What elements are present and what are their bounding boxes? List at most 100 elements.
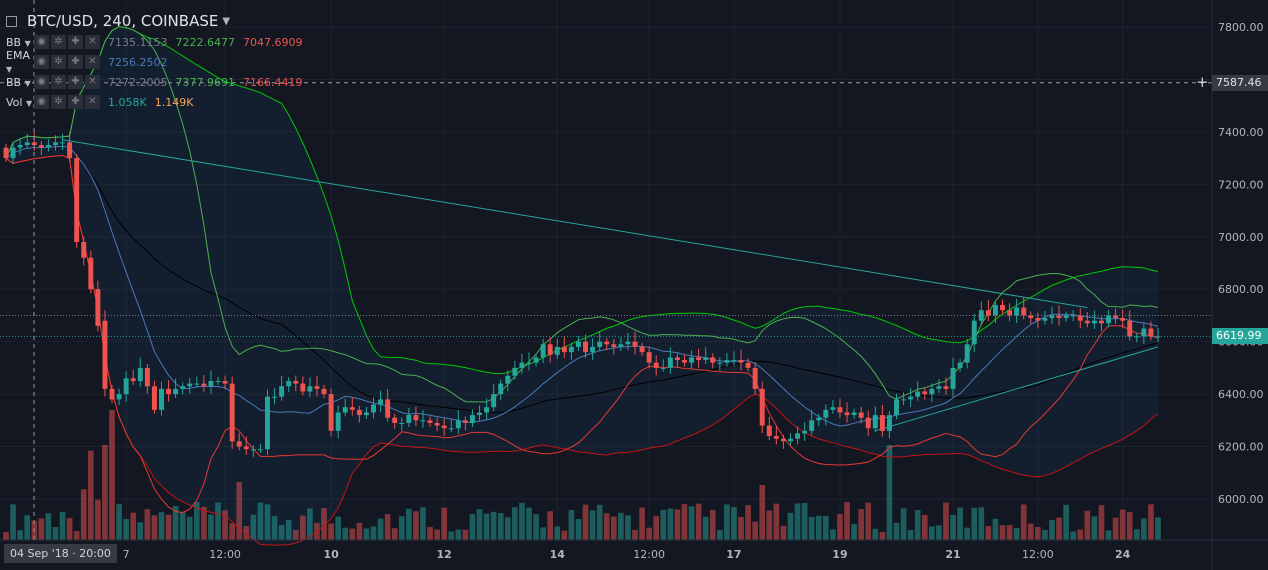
- volume-bar: [646, 527, 652, 540]
- indicator-row[interactable]: BB ▼ ◉ ✲ ✚ ✕ 7135.1153 7222.6477 7047.6909: [6, 32, 311, 52]
- candle-body: [321, 388, 327, 395]
- candle-body: [512, 367, 518, 376]
- indicator-name[interactable]: EMA ▼: [6, 49, 30, 74]
- collapse-icon[interactable]: [6, 15, 17, 27]
- indicator-row[interactable]: EMA ▼ ◉ ✲ ✚ ✕ 7256.2502: [6, 49, 311, 74]
- time-tick-label: 19: [832, 548, 847, 561]
- candle-body: [625, 341, 631, 345]
- volume-bar: [38, 518, 45, 540]
- add-icon[interactable]: ✚: [68, 55, 83, 69]
- candle-body: [936, 386, 942, 389]
- volume-bar: [957, 507, 963, 540]
- gear-icon[interactable]: ✲: [51, 95, 66, 109]
- candle-body: [45, 145, 51, 148]
- volume-bar: [497, 513, 504, 540]
- candle-body: [144, 367, 150, 387]
- add-icon[interactable]: ✚: [68, 95, 83, 109]
- candle-body: [788, 438, 793, 442]
- bollinger-lower-line: [5, 154, 1159, 546]
- volume-bar: [52, 527, 59, 540]
- add-icon[interactable]: ✚: [68, 35, 83, 49]
- volume-bar: [271, 516, 278, 540]
- close-icon[interactable]: ✕: [85, 35, 100, 49]
- candle-body: [137, 367, 143, 381]
- chevron-down-icon[interactable]: ▼: [222, 15, 231, 27]
- candle-body: [74, 158, 80, 243]
- symbol-row[interactable]: BTC/USD, 240, COINBASE ▼: [6, 10, 311, 32]
- candle-body: [611, 344, 617, 347]
- indicator-value: 7135.1153: [108, 35, 168, 49]
- volume-bar: [801, 502, 808, 540]
- volume-bar: [512, 507, 518, 540]
- chevron-down-icon[interactable]: ▼: [24, 78, 31, 88]
- chevron-down-icon[interactable]: ▼: [25, 98, 33, 108]
- eye-icon[interactable]: ◉: [34, 95, 49, 109]
- volume-bar: [752, 521, 758, 540]
- candle-body: [335, 412, 341, 431]
- candle-body: [561, 346, 567, 353]
- candle-body: [413, 415, 419, 421]
- indicator-row[interactable]: BB ▼ ◉ ✲ ✚ ✕ 7272.2005 7377.9691 7166.4419: [6, 72, 311, 92]
- volume-bar: [886, 445, 893, 540]
- volume-bar: [469, 514, 476, 540]
- chevron-down-icon[interactable]: ▼: [6, 65, 13, 74]
- volume-bar: [674, 509, 681, 540]
- candle-body: [943, 386, 949, 389]
- close-icon[interactable]: ✕: [85, 95, 100, 109]
- close-icon[interactable]: ✕: [85, 55, 100, 69]
- symbol-title[interactable]: BTC/USD, 240, COINBASE: [27, 12, 219, 30]
- crosshair-price-label: 7587.46: [1212, 75, 1268, 91]
- volume-bar: [830, 529, 836, 540]
- eye-icon[interactable]: ◉: [34, 75, 49, 89]
- gear-icon[interactable]: ✲: [51, 75, 66, 89]
- volume-bar: [858, 509, 864, 540]
- volume-bar: [158, 512, 165, 540]
- candle-body: [632, 341, 638, 347]
- candle-body: [802, 430, 808, 434]
- gear-icon[interactable]: ✲: [51, 55, 66, 69]
- chevron-down-icon[interactable]: ▼: [24, 38, 31, 48]
- volume-bar: [660, 509, 667, 540]
- volume-bar: [823, 516, 829, 540]
- volume-bar: [398, 516, 405, 540]
- add-icon[interactable]: ✚: [68, 75, 83, 89]
- candle-body: [1049, 315, 1055, 319]
- volume-bar: [766, 510, 773, 540]
- eye-icon[interactable]: ◉: [34, 35, 49, 49]
- candle-body: [24, 142, 30, 145]
- eye-icon[interactable]: ◉: [34, 55, 49, 69]
- candle-body: [484, 407, 490, 413]
- candle-body: [392, 417, 398, 423]
- indicator-row[interactable]: Vol ▼ ◉ ✲ ✚ ✕ 1.058K 1.149K: [6, 92, 311, 112]
- volume-bar: [879, 531, 886, 540]
- volume-bar: [1063, 504, 1069, 540]
- bollinger-lower-line: [5, 154, 1159, 514]
- volume-bar: [731, 506, 737, 540]
- volume-bar: [193, 502, 200, 540]
- close-icon[interactable]: ✕: [85, 75, 100, 89]
- volume-bar: [900, 508, 907, 540]
- candle-body: [1035, 318, 1041, 321]
- gear-icon[interactable]: ✲: [51, 35, 66, 49]
- time-tick-label: 14: [550, 548, 566, 561]
- indicator-name[interactable]: BB ▼: [6, 35, 31, 49]
- candle-body: [201, 383, 207, 387]
- volume-bar: [1141, 518, 1147, 540]
- candle-body: [1056, 315, 1062, 319]
- volume-bar: [632, 529, 638, 540]
- indicator-value: 7256.2502: [108, 55, 168, 69]
- volume-bar: [837, 514, 843, 540]
- candle-body: [1007, 310, 1013, 316]
- volume-bar: [59, 511, 66, 540]
- candle-body: [215, 381, 221, 382]
- volume-bar: [815, 515, 822, 540]
- volume-bar: [921, 514, 928, 540]
- candle-body: [505, 375, 511, 384]
- plus-icon[interactable]: +: [1196, 73, 1209, 91]
- indicator-name[interactable]: BB ▼: [6, 75, 31, 89]
- indicator-name[interactable]: Vol ▼: [6, 95, 33, 109]
- volume-bar: [3, 532, 9, 540]
- candle-body: [477, 412, 482, 416]
- time-tick-label: 10: [323, 548, 339, 561]
